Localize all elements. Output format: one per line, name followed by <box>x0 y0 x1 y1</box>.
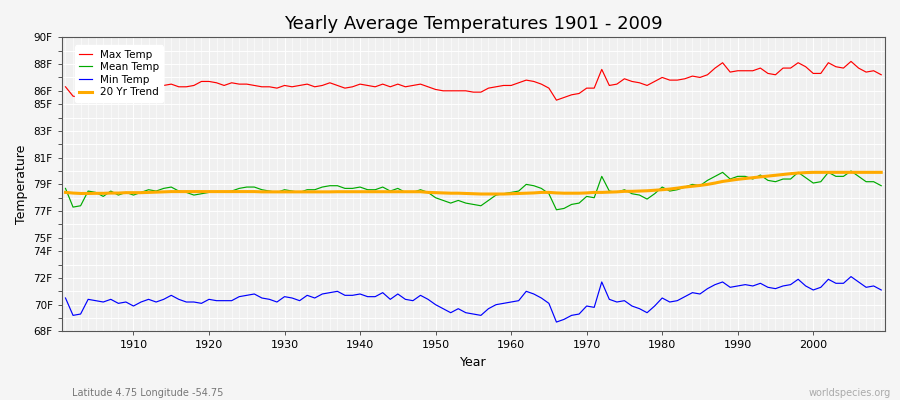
Max Temp <box>499 83 509 88</box>
Mean Temp <box>287 189 298 194</box>
20 Yr Trend <box>60 190 71 195</box>
Min Temp <box>604 297 615 302</box>
20 Yr Trend <box>876 170 886 175</box>
Min Temp <box>60 296 71 300</box>
Line: 20 Yr Trend: 20 Yr Trend <box>66 172 881 194</box>
Line: Max Temp: Max Temp <box>66 61 881 100</box>
Y-axis label: Temperature: Temperature <box>15 145 28 224</box>
Min Temp <box>876 288 886 292</box>
Mean Temp <box>506 190 517 195</box>
20 Yr Trend <box>121 190 131 195</box>
Max Temp <box>506 83 517 88</box>
Max Temp <box>876 72 886 77</box>
Max Temp <box>121 83 131 88</box>
Min Temp <box>506 300 517 304</box>
Max Temp <box>551 98 562 102</box>
Legend: Max Temp, Mean Temp, Min Temp, 20 Yr Trend: Max Temp, Mean Temp, Min Temp, 20 Yr Tre… <box>75 46 164 102</box>
X-axis label: Year: Year <box>460 356 487 369</box>
20 Yr Trend <box>475 192 486 196</box>
Mean Temp <box>604 189 615 194</box>
Mean Temp <box>332 183 343 188</box>
20 Yr Trend <box>604 190 615 194</box>
Min Temp <box>121 300 131 304</box>
Max Temp <box>60 84 71 89</box>
20 Yr Trend <box>332 189 343 194</box>
Mean Temp <box>499 191 509 196</box>
Text: Latitude 4.75 Longitude -54.75: Latitude 4.75 Longitude -54.75 <box>72 388 223 398</box>
Text: worldspecies.org: worldspecies.org <box>809 388 891 398</box>
20 Yr Trend <box>287 190 298 194</box>
Max Temp <box>846 59 857 64</box>
Min Temp <box>551 320 562 324</box>
20 Yr Trend <box>513 191 524 196</box>
Min Temp <box>287 296 298 300</box>
Min Temp <box>332 289 343 294</box>
Max Temp <box>332 83 343 88</box>
Title: Yearly Average Temperatures 1901 - 2009: Yearly Average Temperatures 1901 - 2009 <box>284 15 662 33</box>
Max Temp <box>604 83 615 88</box>
Line: Min Temp: Min Temp <box>66 277 881 322</box>
Min Temp <box>846 274 857 279</box>
Mean Temp <box>60 186 71 191</box>
20 Yr Trend <box>506 191 517 196</box>
Mean Temp <box>121 190 131 195</box>
Mean Temp <box>876 183 886 188</box>
20 Yr Trend <box>808 170 819 175</box>
Line: Mean Temp: Mean Temp <box>66 171 881 210</box>
Mean Temp <box>846 169 857 174</box>
Max Temp <box>287 84 298 89</box>
Mean Temp <box>551 207 562 212</box>
Min Temp <box>499 301 509 306</box>
